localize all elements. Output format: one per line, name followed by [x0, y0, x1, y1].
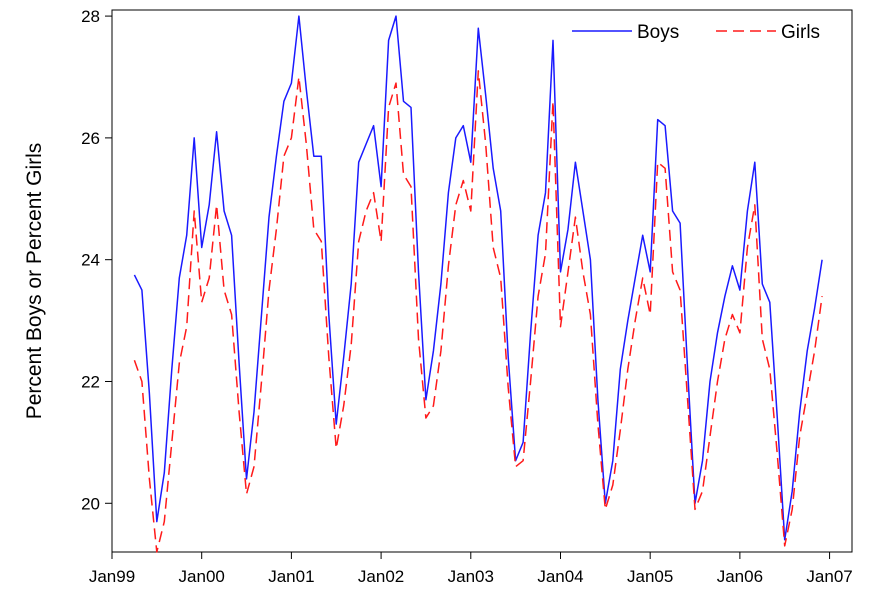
y-tick-label: 20	[81, 494, 100, 513]
x-tick-label: Jan04	[537, 567, 583, 586]
y-tick-label: 22	[81, 372, 100, 391]
legend-label-boys: Boys	[637, 22, 679, 43]
y-tick-label: 26	[81, 129, 100, 148]
y-tick-label: 28	[81, 7, 100, 26]
x-tick-label: Jan03	[448, 567, 494, 586]
series-line-boys	[133, 15, 823, 541]
x-tick-label: Jan00	[179, 567, 225, 586]
series-line-girls	[133, 70, 823, 553]
x-axis: Jan99 Jan00 Jan01 Jan02 Jan03 Jan04 Jan05 Jan06…	[89, 552, 853, 586]
x-tick-label: Jan07	[806, 567, 852, 586]
x-tick-label: Jan02	[358, 567, 404, 586]
x-tick-label: Jan05	[627, 567, 673, 586]
y-tick-label: 24	[81, 251, 100, 270]
legend-label-girls: Girls	[781, 22, 820, 43]
y-axis-title: Percent Boys or Percent Girls	[23, 143, 46, 420]
x-tick-label: Jan01	[268, 567, 314, 586]
x-tick-label: Jan99	[89, 567, 135, 586]
legend: Boys Girls	[572, 22, 820, 43]
series-layer	[133, 15, 823, 553]
y-axis: 20 22 24 26 28	[81, 7, 112, 513]
x-tick-label: Jan06	[717, 567, 763, 586]
plot-frame	[111, 9, 853, 553]
